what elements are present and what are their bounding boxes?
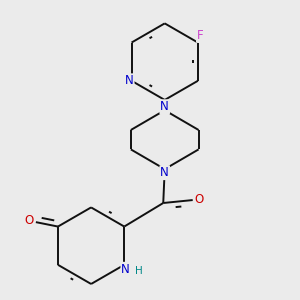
Text: N: N <box>125 74 134 87</box>
Text: F: F <box>197 29 203 42</box>
Text: N: N <box>122 263 130 276</box>
Text: N: N <box>160 100 169 113</box>
Text: H: H <box>135 266 143 276</box>
Text: O: O <box>194 193 204 206</box>
Text: O: O <box>25 214 34 227</box>
Text: N: N <box>160 166 169 179</box>
